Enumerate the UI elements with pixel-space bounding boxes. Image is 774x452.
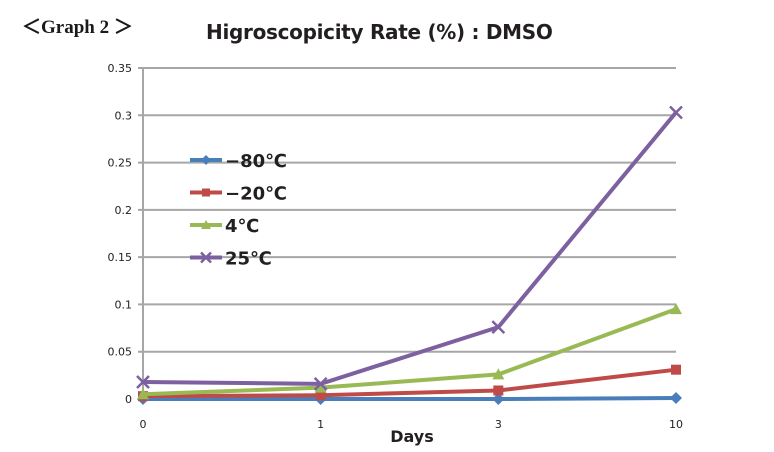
triangle-marker xyxy=(137,388,149,400)
x-marker xyxy=(491,320,506,335)
legend-item: 4℃ xyxy=(190,216,259,237)
legend-item: −20℃ xyxy=(190,184,287,205)
y-tick-label: 0.25 xyxy=(108,157,133,170)
x-axis-label: Days xyxy=(390,427,434,446)
legend-item: −80℃ xyxy=(190,151,287,172)
x-tick-label: 0 xyxy=(140,418,147,431)
triangle-marker xyxy=(670,303,682,315)
triangle-marker xyxy=(492,368,505,380)
legend: −80℃ −20℃ 4℃ 25℃ xyxy=(190,151,287,270)
y-tick-label: 0.1 xyxy=(115,298,133,311)
series-line xyxy=(143,396,677,401)
legend-item: 25℃ xyxy=(190,249,272,270)
chart-title: Higroscopicity Rate (%) : DMSO xyxy=(206,20,553,44)
x-marker xyxy=(200,251,212,264)
square-marker xyxy=(493,385,504,396)
y-tick-label: 0.3 xyxy=(115,109,133,122)
y-tick-label: 0 xyxy=(125,393,132,406)
y-tick-label: 0.2 xyxy=(115,204,133,217)
x-axis: 0 1 3 10 xyxy=(140,418,684,431)
square-marker xyxy=(315,390,326,401)
y-axis: 0 0.05 0.1 0.15 0.2 0.25 0.3 0.35 xyxy=(108,62,144,406)
y-tick-label: 0.05 xyxy=(108,346,133,359)
x-tick-label: 1 xyxy=(317,418,324,431)
gridlines xyxy=(138,67,676,400)
diamond-marker xyxy=(492,393,505,405)
triangle-marker xyxy=(201,220,211,229)
legend-label: 4℃ xyxy=(225,216,259,237)
series-group xyxy=(136,105,683,405)
legend-label: 25℃ xyxy=(225,249,272,270)
legend-label: −20℃ xyxy=(225,184,287,205)
series-line xyxy=(142,307,677,397)
x-marker xyxy=(136,375,150,389)
y-tick-label: 0.15 xyxy=(108,251,133,264)
series-2 xyxy=(137,303,682,400)
series-line xyxy=(142,367,677,399)
graph-number-label: ＜Graph 2 ＞ xyxy=(22,17,133,38)
square-marker xyxy=(202,188,210,197)
diamond-marker xyxy=(201,155,211,165)
series-line xyxy=(142,111,678,386)
x-tick-label: 3 xyxy=(495,418,502,431)
x-marker xyxy=(669,105,683,120)
diamond-marker xyxy=(670,392,682,405)
triangle-marker xyxy=(314,381,327,393)
square-marker xyxy=(671,364,681,375)
x-marker xyxy=(313,376,328,391)
series-3 xyxy=(136,105,683,391)
y-tick-label: 0.35 xyxy=(108,62,133,75)
legend-label: −80℃ xyxy=(225,151,287,172)
x-tick-label: 10 xyxy=(669,418,683,431)
